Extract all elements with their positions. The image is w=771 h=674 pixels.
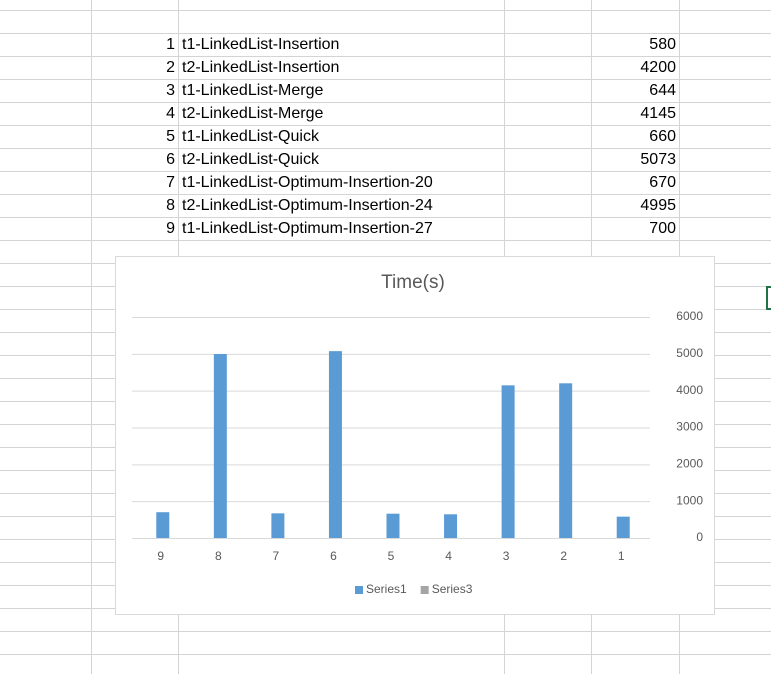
y-tick-label: 4000 bbox=[676, 383, 703, 397]
time-value: 644 bbox=[649, 82, 676, 99]
legend-label: Series3 bbox=[432, 582, 473, 596]
y-tick-label: 3000 bbox=[676, 420, 703, 434]
bar bbox=[328, 351, 342, 538]
row-number: 7 bbox=[166, 174, 175, 191]
bar bbox=[213, 354, 227, 538]
test-name: t1-LinkedList-Optimum-Insertion-20 bbox=[182, 174, 433, 191]
time-value: 700 bbox=[649, 220, 676, 237]
y-tick-label: 0 bbox=[696, 530, 703, 544]
x-tick-label: 8 bbox=[215, 549, 222, 563]
chart-title: Time(s) bbox=[381, 272, 445, 293]
row-number: 1 bbox=[166, 36, 175, 53]
time-value: 4145 bbox=[640, 105, 676, 122]
x-tick-label: 2 bbox=[560, 549, 567, 563]
y-tick-label: 2000 bbox=[676, 457, 703, 471]
x-tick-label: 4 bbox=[445, 549, 452, 563]
legend-swatch bbox=[355, 586, 363, 594]
y-tick-label: 6000 bbox=[676, 309, 703, 323]
x-tick-label: 3 bbox=[503, 549, 510, 563]
chart-area[interactable] bbox=[115, 256, 715, 615]
time-value: 580 bbox=[649, 36, 676, 53]
bar bbox=[271, 513, 285, 538]
row-number: 6 bbox=[166, 151, 175, 168]
row-number: 8 bbox=[166, 197, 175, 214]
test-name: t2-LinkedList-Optimum-Insertion-24 bbox=[182, 197, 433, 214]
x-tick-label: 7 bbox=[273, 549, 280, 563]
row-number: 3 bbox=[166, 82, 175, 99]
bar bbox=[156, 512, 170, 538]
test-name: t2-LinkedList-Merge bbox=[182, 105, 324, 122]
bar bbox=[559, 383, 573, 538]
test-name: t1-LinkedList-Quick bbox=[182, 128, 320, 145]
x-tick-label: 1 bbox=[618, 549, 625, 563]
y-tick-label: 5000 bbox=[676, 346, 703, 360]
time-value: 4995 bbox=[640, 197, 676, 214]
bar bbox=[501, 385, 515, 538]
time-value: 4200 bbox=[640, 59, 676, 76]
test-name: t2-LinkedList-Insertion bbox=[182, 59, 339, 76]
bar bbox=[444, 514, 458, 538]
legend-label: Series1 bbox=[366, 582, 407, 596]
time-value: 660 bbox=[649, 128, 676, 145]
y-tick-label: 1000 bbox=[676, 493, 703, 507]
x-tick-label: 6 bbox=[330, 549, 337, 563]
row-number: 4 bbox=[166, 105, 175, 122]
time-value: 5073 bbox=[640, 151, 676, 168]
row-number: 9 bbox=[166, 220, 175, 237]
test-name: t2-LinkedList-Quick bbox=[182, 151, 320, 168]
bar bbox=[386, 513, 400, 538]
test-name: t1-LinkedList-Merge bbox=[182, 82, 324, 99]
test-name: t1-LinkedList-Insertion bbox=[182, 36, 339, 53]
legend-swatch bbox=[420, 586, 429, 594]
x-tick-label: 9 bbox=[157, 549, 164, 563]
table: 1 t1-LinkedList-Insertion 580 2 t2-LinkedLis… bbox=[166, 36, 676, 237]
chart: Time(s) 0 1000 2000 3000 4000 5000 6000 9 8 7 6 5 4 3… bbox=[132, 272, 703, 596]
bar bbox=[616, 516, 630, 538]
test-name: t1-LinkedList-Optimum-Insertion-27 bbox=[182, 220, 433, 237]
row-number: 5 bbox=[166, 128, 175, 145]
row-number: 2 bbox=[166, 59, 175, 76]
cell-cursor bbox=[766, 286, 771, 310]
time-value: 670 bbox=[649, 174, 676, 191]
x-tick-label: 5 bbox=[388, 549, 395, 563]
